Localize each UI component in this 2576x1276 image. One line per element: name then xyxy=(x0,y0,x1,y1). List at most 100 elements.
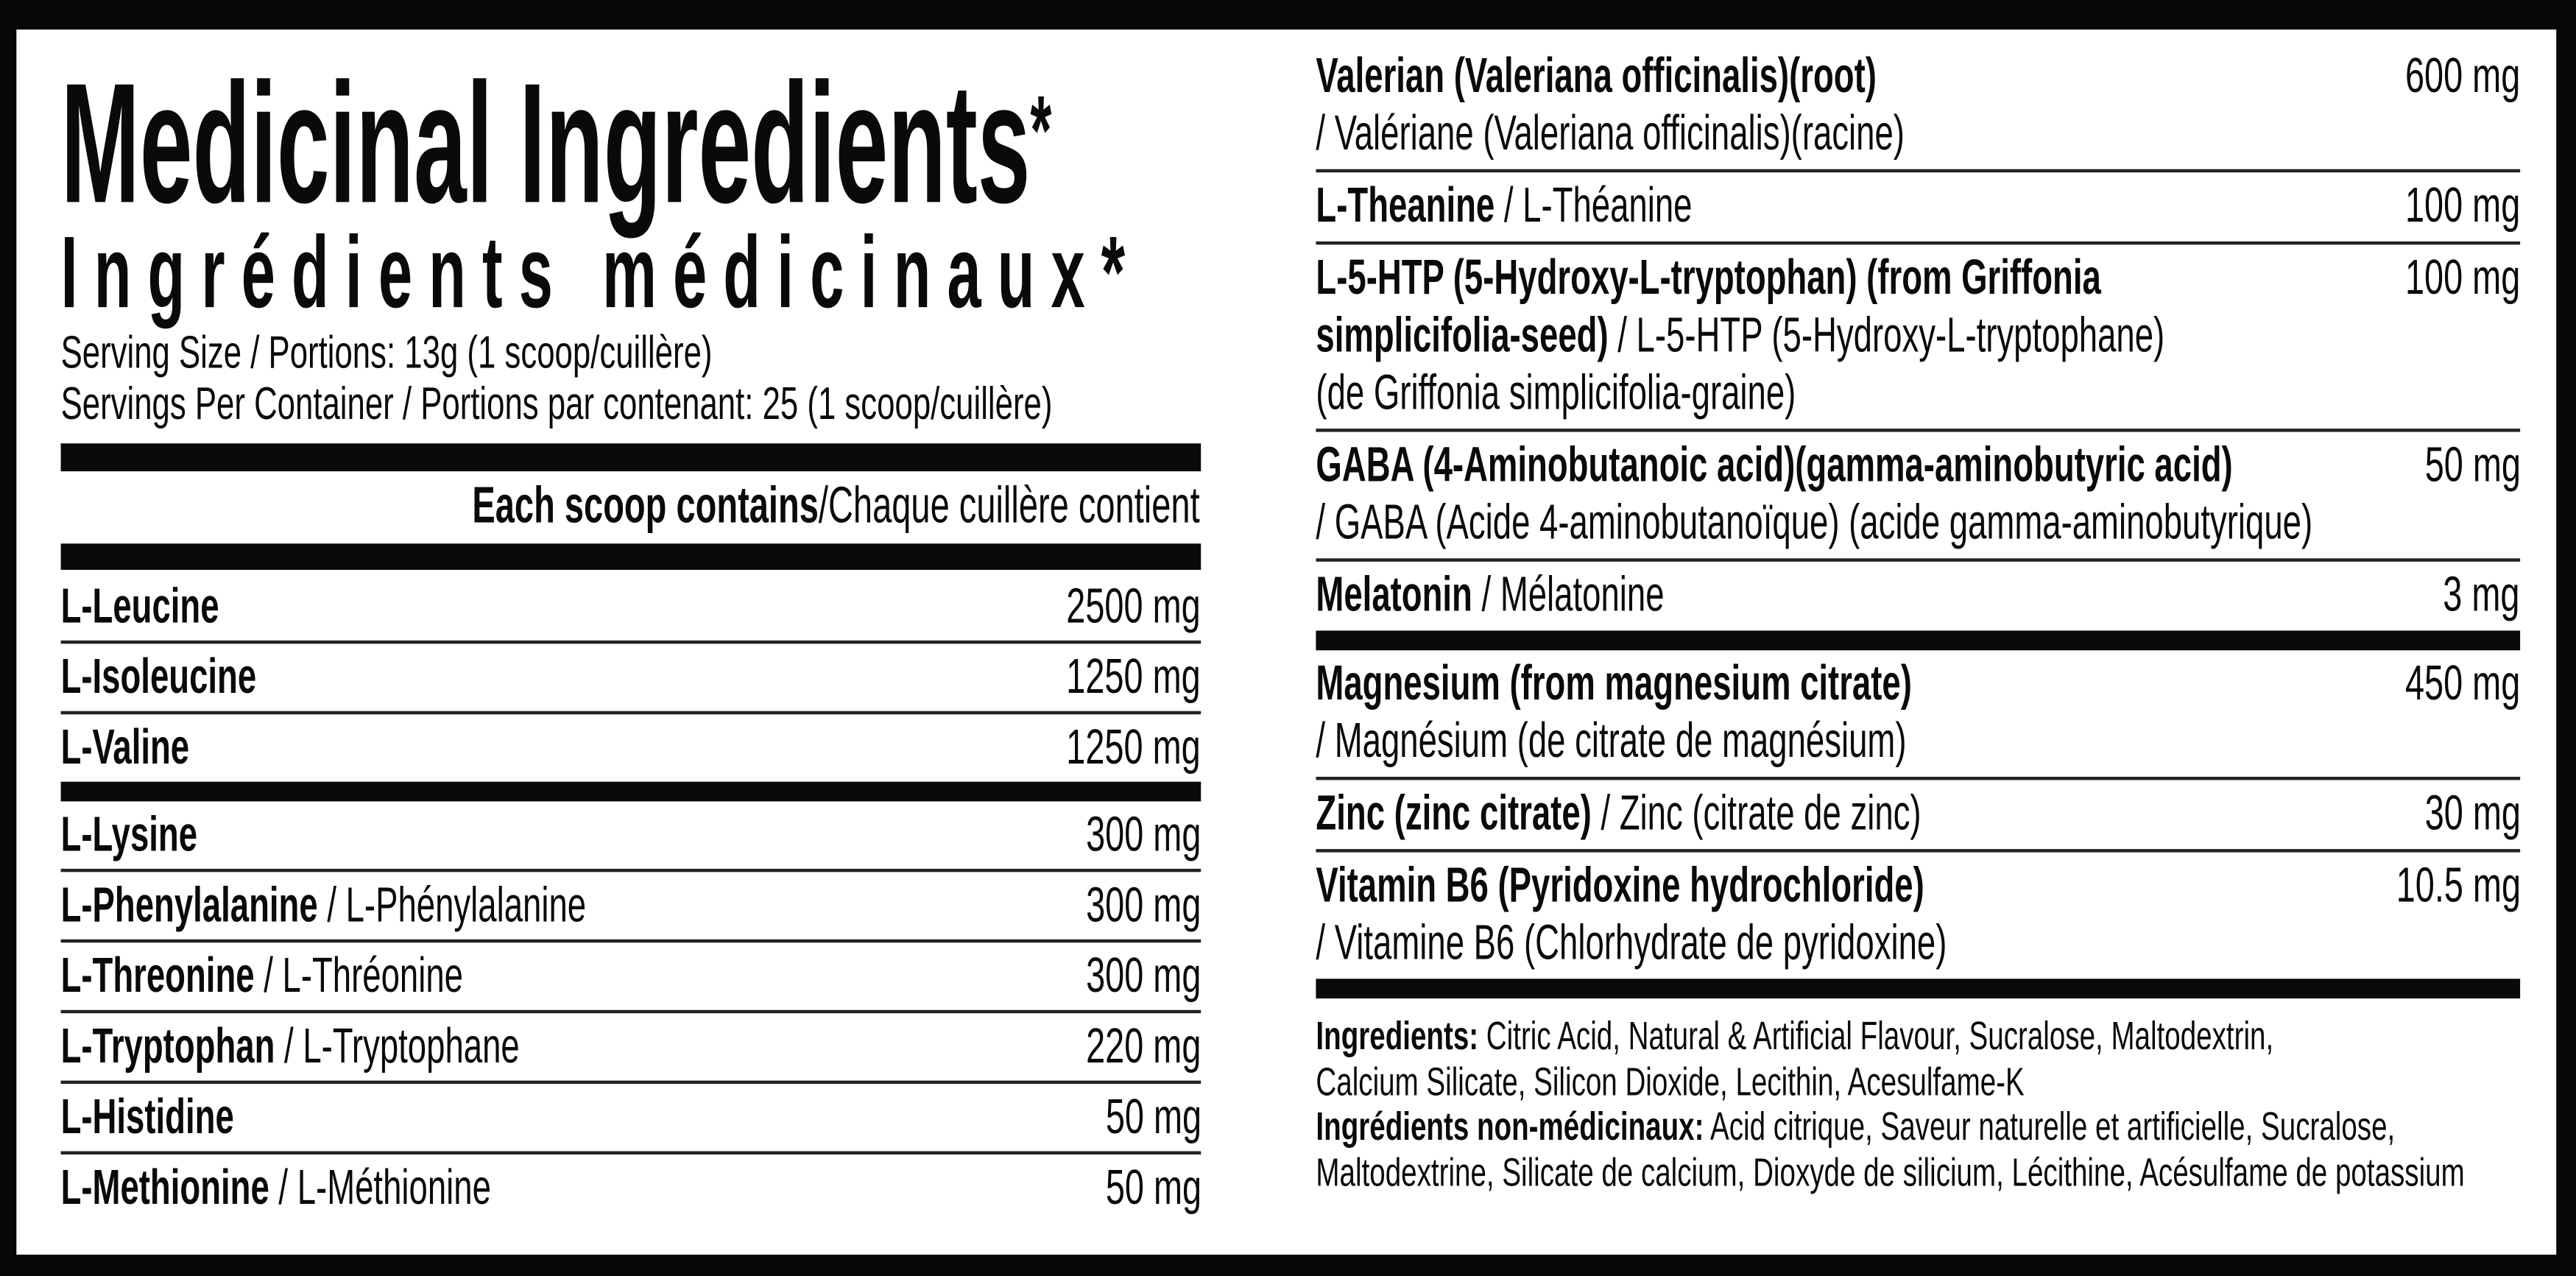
ingredients-list: Acid citrique, Saveur naturelle et artif… xyxy=(1704,1105,2396,1150)
ingredient-label: Valerian (Valeriana officinalis)(root) xyxy=(1316,48,1876,105)
ingredient-row: L-Tryptophan / L-Tryptophane 220 mg xyxy=(60,1013,1201,1085)
amount-value: 450 mg xyxy=(2404,657,2521,711)
amount-value: 50 mg xyxy=(1104,1160,1201,1216)
ingredient-amount: 1250 mg xyxy=(1009,644,1201,713)
ingredient-name-en: L-Histidine xyxy=(60,1090,234,1145)
page-subtitle: Ingrédients médicinaux* xyxy=(60,216,1862,331)
ingredient-name-en: L-Tryptophan xyxy=(60,1020,275,1074)
ingredient-amount: 220 mg xyxy=(1037,1013,1201,1082)
amount-value: 100 mg xyxy=(2404,179,2521,233)
ingredient-label: L-Valine xyxy=(61,714,190,783)
ingredient-name-fr: / Mélatonine xyxy=(1472,568,1665,623)
ingredient-label: L-Threonine / L-Thréonine xyxy=(61,942,463,1012)
divider-thick xyxy=(60,543,1201,570)
ingredient-name-en: Melatonin xyxy=(1316,568,1472,623)
ingredient-amount: 50 mg xyxy=(1064,1155,1201,1224)
ingredients-list: Calcium Silicate, Silicon Dioxide, Lecit… xyxy=(1316,1060,2025,1104)
amount-value: 1250 mg xyxy=(1066,650,1201,705)
ingredient-amount: 600 mg xyxy=(2356,48,2520,105)
non-medicinal-ingredients: Ingredients: Citric Acid, Natural & Arti… xyxy=(1316,1015,2531,1195)
page-title: Medicinal Ingredients* xyxy=(61,59,1846,230)
amount-value: 220 mg xyxy=(1085,1020,1201,1074)
ingredients-line: Ingrédients non-médicinaux: Acid citriqu… xyxy=(1316,1105,2531,1150)
ingredient-name: L-Tryptophan / L-Tryptophane xyxy=(61,1013,1201,1082)
ingredient-name-fr: (de Griffonia simplicifolia-graine) xyxy=(1316,366,1796,420)
amount-value: 50 mg xyxy=(1104,1090,1201,1145)
ingredient-row: L-Histidine 50 mg xyxy=(60,1084,1201,1155)
ingredient-label: (de Griffonia simplicifolia-graine) xyxy=(1316,364,1796,422)
ingredient-label: L-Methionine / L-Méthionine xyxy=(61,1155,491,1224)
ingredient-name-en: L-Methionine xyxy=(60,1160,269,1216)
ingredient-name-en: L-Lysine xyxy=(60,808,198,862)
ingredient-name: L-Valine xyxy=(61,714,1201,783)
ingredient-row: L-Valine 1250 mg xyxy=(60,714,1201,802)
ingredient-name-en: L-5-HTP (5-Hydroxy-L-tryptophan) (from G… xyxy=(1316,251,2101,306)
ingredient-amount: 3 mg xyxy=(2410,566,2520,624)
ingredient-label: / GABA (Acide 4-aminobutanoïque) (acide … xyxy=(1316,494,2312,551)
divider-thick xyxy=(60,443,1201,472)
ingredient-row: L-Leucine 2500 mg xyxy=(60,573,1201,644)
ingredient-row: Zinc (zinc citrate) / Zinc (citrate de z… xyxy=(1316,780,2521,853)
ingredients-list: Citric Acid, Natural & Artificial Flavou… xyxy=(1478,1015,2274,1060)
ingredients-heading: Ingredients: xyxy=(1316,1015,1479,1060)
ingredient-name-fr: / L-Méthionine xyxy=(269,1160,491,1216)
other-ingredients-list: Valerian (Valeriana officinalis)(root) / … xyxy=(1316,43,2521,999)
servings-per-container-text: Servings Per Container / Portions par co… xyxy=(60,377,1053,429)
ingredient-name-fr: / Magnésium (de citrate de magnésium) xyxy=(1316,714,1907,769)
ingredient-name-en: Valerian (Valeriana officinalis)(root) xyxy=(1316,49,1877,104)
ingredient-row: GABA (4-Aminobutanoic acid)(gamma-aminob… xyxy=(1316,432,2521,562)
amount-value: 30 mg xyxy=(2424,786,2521,841)
ingredient-line: GABA (4-Aminobutanoic acid)(gamma-aminob… xyxy=(1316,437,2520,494)
ingredient-label: Zinc (zinc citrate) / Zinc (citrate de z… xyxy=(1316,785,1921,842)
ingredient-name-fr: / Vitamine B6 (Chlorhydrate de pyridoxin… xyxy=(1316,916,1947,971)
ingredient-name-en: L-Phenylalanine xyxy=(60,878,318,933)
ingredient-row: L-5-HTP (5-Hydroxy-L-tryptophan) (from G… xyxy=(1316,244,2521,432)
ingredient-label: L-Histidine xyxy=(61,1084,234,1153)
amount-value: 3 mg xyxy=(2443,568,2521,623)
ingredient-label: / Magnésium (de citrate de magnésium) xyxy=(1316,713,1906,770)
ingredient-name-en: Zinc (zinc citrate) xyxy=(1316,786,1592,841)
ingredient-amount: 450 mg xyxy=(2356,655,2520,713)
each-scoop-heading: Each scoop contains/Chaque cuillère cont… xyxy=(130,476,1199,535)
ingredient-label: L-Tryptophan / L-Tryptophane xyxy=(61,1013,520,1082)
ingredient-name: L-Isoleucine xyxy=(61,644,1201,713)
ingredient-amount: 30 mg xyxy=(2383,785,2520,842)
amino-acid-list: L-Leucine 2500 mg L-Isoleucine 1250 mg L-Val… xyxy=(60,573,1201,1224)
title-text: Medicinal Ingredients xyxy=(60,49,1031,240)
amount-value: 300 mg xyxy=(1085,808,1201,862)
subtitle-text: Ingrédients médicinaux* xyxy=(60,216,1142,331)
ingredient-label: / Vitamine B6 (Chlorhydrate de pyridoxin… xyxy=(1316,914,1947,972)
ingredient-amount: 1250 mg xyxy=(1009,714,1201,783)
ingredient-label: Vitamin B6 (Pyridoxine hydrochloride) xyxy=(1316,857,1924,914)
ingredient-name-en: Magnesium (from magnesium citrate) xyxy=(1316,657,1912,711)
ingredient-line: Melatonin / Mélatonine xyxy=(1316,566,2520,624)
ingredient-name-en: GABA (4-Aminobutanoic acid)(gamma-aminob… xyxy=(1316,438,2233,493)
ingredient-name-en: L-Valine xyxy=(60,721,190,775)
servings-per-container: Servings Per Container / Portions par co… xyxy=(60,377,1478,429)
each-scoop-bold: Each scoop contains xyxy=(471,476,819,534)
ingredient-row: L-Threonine / L-Thréonine 300 mg xyxy=(60,942,1201,1014)
ingredient-label: Melatonin / Mélatonine xyxy=(1316,566,1664,624)
amount-value: 2500 mg xyxy=(1066,579,1201,634)
ingredient-name: L-Lysine xyxy=(61,801,1201,870)
ingredients-line: Calcium Silicate, Silicon Dioxide, Lecit… xyxy=(1316,1060,2531,1105)
ingredient-name-en: L-Isoleucine xyxy=(60,650,257,705)
ingredient-label: GABA (4-Aminobutanoic acid)(gamma-aminob… xyxy=(1316,437,2232,494)
ingredient-name-fr: / L-5-HTP (5-Hydroxy-L-tryptophane) xyxy=(1608,309,2165,363)
ingredient-name-en: L-Leucine xyxy=(60,579,219,634)
ingredient-label: / Valériane (Valeriana officinalis)(raci… xyxy=(1316,105,1905,163)
supplement-facts-panel: Medicinal Ingredients* Ingrédients médic… xyxy=(16,29,2557,1255)
ingredient-label: L-Leucine xyxy=(61,573,219,642)
ingredients-text: Calcium Silicate, Silicon Dioxide, Lecit… xyxy=(1316,1060,2024,1105)
ingredient-row: Valerian (Valeriana officinalis)(root) / … xyxy=(1316,43,2521,173)
serving-size-text: Serving Size / Portions: 13g (1 scoop/cu… xyxy=(60,326,713,378)
ingredient-amount: 10.5 mg xyxy=(2342,857,2520,914)
each-scoop-regular: /Chaque cuillère contient xyxy=(818,476,1199,534)
ingredients-text: Maltodextrine, Silicate de calcium, Diox… xyxy=(1316,1150,2464,1195)
ingredient-name-en: simplicifolia-seed) xyxy=(1316,309,1609,363)
ingredient-line: / GABA (Acide 4-aminobutanoïque) (acide … xyxy=(1316,494,2520,551)
ingredient-label: Magnesium (from magnesium citrate) xyxy=(1316,655,1911,713)
ingredient-amount: 300 mg xyxy=(1037,872,1201,941)
amount-value: 600 mg xyxy=(2404,49,2521,104)
